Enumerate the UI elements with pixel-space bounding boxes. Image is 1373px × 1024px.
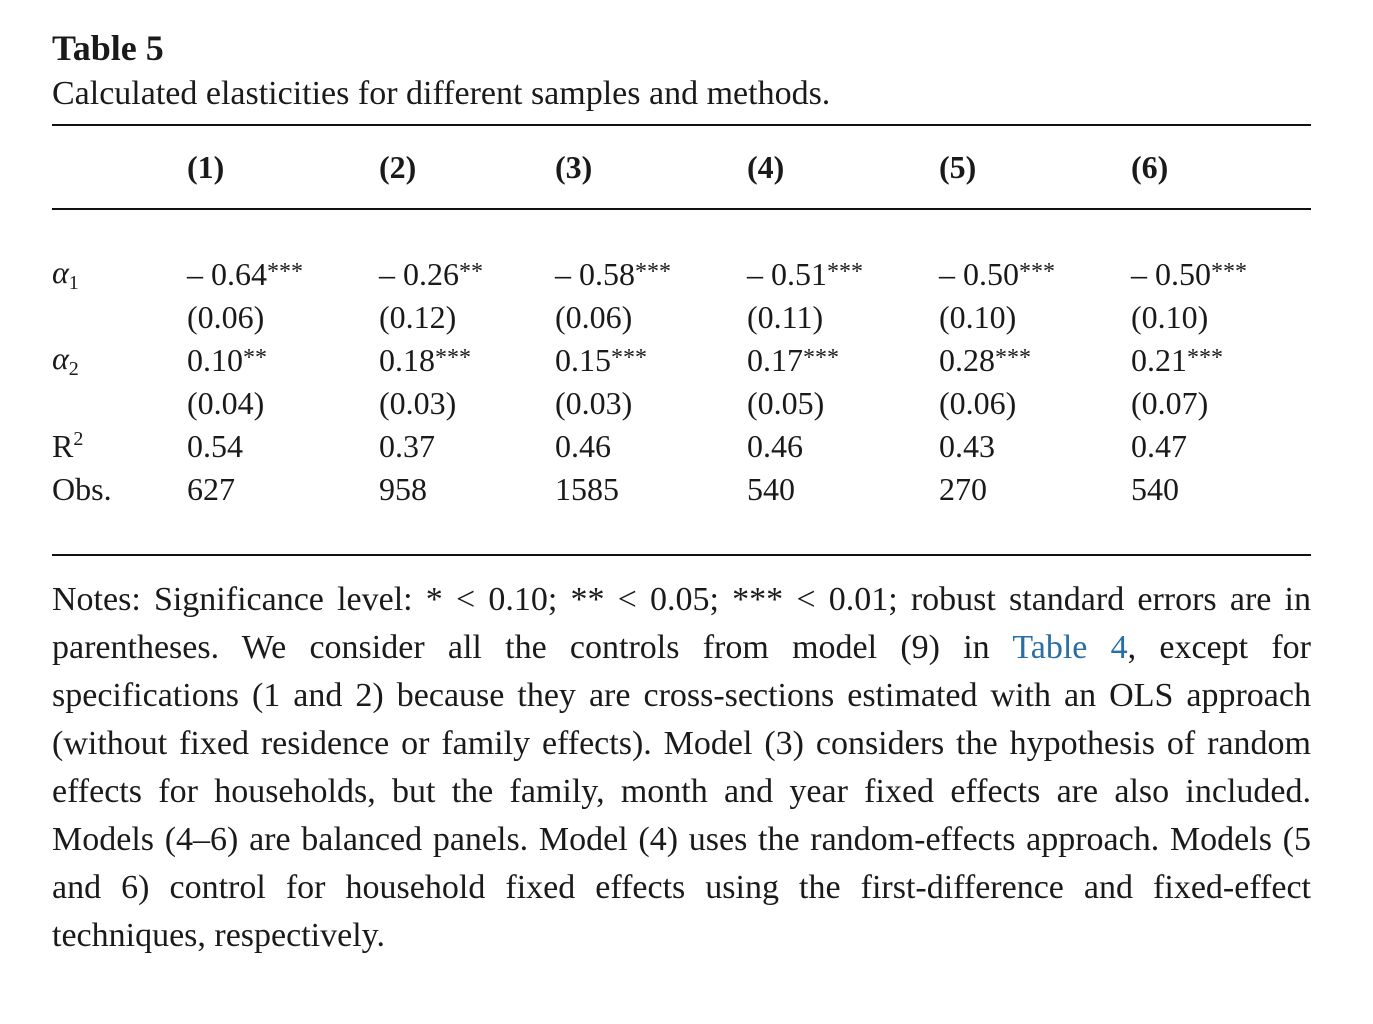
coefficient-cell: 0.21***: [1131, 342, 1223, 378]
obs-cell: 958: [379, 471, 427, 507]
row-label-r2: R2: [52, 428, 84, 464]
table-caption: Calculated elasticities for different sa…: [52, 75, 831, 112]
coefficient-cell: 0.17***: [747, 342, 839, 378]
header-rule: [52, 208, 1311, 210]
std-error-cell: (0.05): [747, 385, 825, 421]
table-label: Table 5: [52, 28, 164, 68]
column-header: (2): [379, 148, 417, 185]
column-header: (5): [939, 148, 977, 185]
std-error-cell: (0.11): [747, 299, 824, 335]
header-stub: [52, 126, 187, 208]
std-error-cell: (0.10): [939, 299, 1017, 335]
std-error-cell: (0.10): [1131, 299, 1209, 335]
r2-cell: 0.46: [747, 428, 803, 464]
coefficient-cell: – 0.51***: [747, 256, 863, 292]
r2-cell: 0.47: [1131, 428, 1187, 464]
column-header: (3): [555, 148, 593, 185]
table-row-alpha2: α2 0.10** 0.18*** 0.15*** 0.17*** 0.28**…: [52, 339, 1311, 382]
coefficient-cell: 0.15***: [555, 342, 647, 378]
r2-cell: 0.43: [939, 428, 995, 464]
column-header: (4): [747, 148, 785, 185]
obs-cell: 1585: [555, 471, 619, 507]
coefficient-cell: 0.28***: [939, 342, 1031, 378]
std-error-cell: (0.03): [379, 385, 457, 421]
r2-cell: 0.54: [187, 428, 243, 464]
std-error-cell: (0.12): [379, 299, 457, 335]
table-notes: Notes: Significance level: * < 0.10; ** …: [52, 576, 1311, 960]
table-row-alpha2-se: (0.04) (0.03) (0.03) (0.05) (0.06) (0.07…: [52, 382, 1311, 425]
column-header: (1): [187, 148, 225, 185]
table-row-r2: R2 0.54 0.37 0.46 0.46 0.43 0.47: [52, 425, 1311, 468]
std-error-cell: (0.07): [1131, 385, 1209, 421]
elasticities-table: (1) (2) (3) (4) (5) (6): [52, 126, 1311, 208]
std-error-cell: (0.03): [555, 385, 633, 421]
coefficient-cell: – 0.64***: [187, 256, 303, 292]
table-4-link[interactable]: Table 4: [1012, 629, 1128, 666]
obs-cell: 540: [1131, 471, 1179, 507]
top-rule: [52, 124, 1311, 126]
table-row-alpha1-se: (0.06) (0.12) (0.06) (0.11) (0.10) (0.10…: [52, 296, 1311, 339]
obs-cell: 627: [187, 471, 235, 507]
row-label-alpha2: α2: [52, 340, 79, 380]
coefficient-cell: – 0.50***: [939, 256, 1055, 292]
obs-cell: 540: [747, 471, 795, 507]
table-container: Table 5 Calculated elasticities for diff…: [52, 28, 1311, 994]
coefficient-cell: – 0.50***: [1131, 256, 1247, 292]
row-label-alpha1: α1: [52, 254, 79, 294]
coefficient-cell: – 0.26**: [379, 256, 483, 292]
table-row-alpha1: α1 – 0.64*** – 0.26** – 0.58*** – 0.51**…: [52, 253, 1311, 296]
std-error-cell: (0.06): [555, 299, 633, 335]
obs-cell: 270: [939, 471, 987, 507]
bottom-rule: [52, 554, 1311, 556]
elasticities-table-body: α1 – 0.64*** – 0.26** – 0.58*** – 0.51**…: [52, 210, 1311, 554]
r2-cell: 0.37: [379, 428, 435, 464]
std-error-cell: (0.06): [939, 385, 1017, 421]
r2-cell: 0.46: [555, 428, 611, 464]
notes-text-part2: , except for specifications (1 and 2) be…: [52, 629, 1311, 954]
column-header: (6): [1131, 148, 1169, 185]
notes-text-part1: Notes: Significance level: * < 0.10; ** …: [52, 581, 1311, 666]
row-label-obs: Obs.: [52, 471, 112, 507]
coefficient-cell: – 0.58***: [555, 256, 671, 292]
table-row-obs: Obs. 627 958 1585 540 270 540: [52, 468, 1311, 511]
header-row: (1) (2) (3) (4) (5) (6): [52, 126, 1311, 208]
std-error-cell: (0.06): [187, 299, 265, 335]
coefficient-cell: 0.10**: [187, 342, 267, 378]
coefficient-cell: 0.18***: [379, 342, 471, 378]
std-error-cell: (0.04): [187, 385, 265, 421]
